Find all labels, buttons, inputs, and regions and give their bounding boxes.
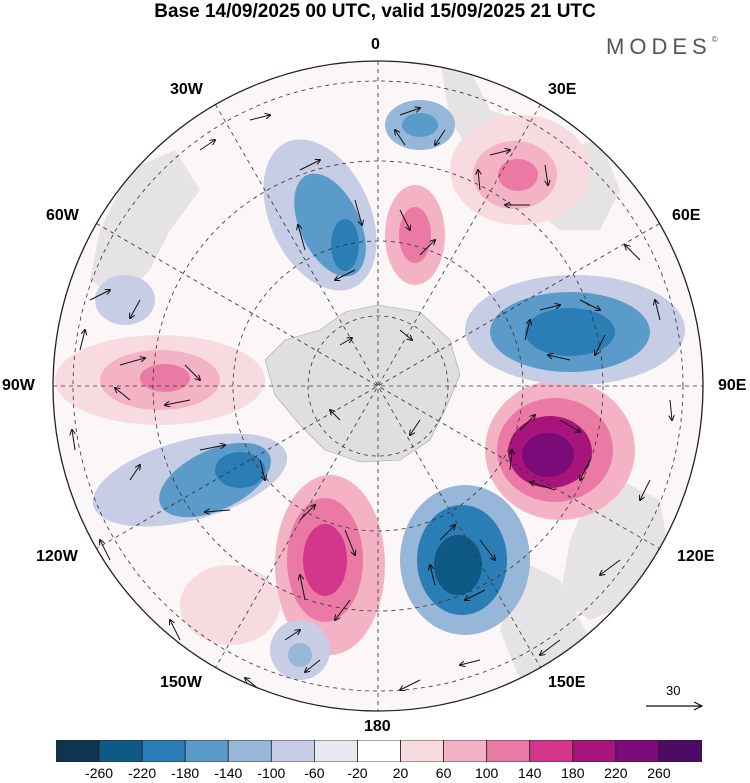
reference-vector-arrow	[646, 701, 704, 711]
colorbar-tick-label: -60	[304, 765, 325, 781]
lon-label-180: 180	[364, 718, 391, 735]
brand-name: MODES	[606, 34, 712, 59]
colorbar-swatch	[313, 740, 358, 762]
lon-label-30w: 30W	[170, 81, 203, 98]
lon-label-90e: 90E	[718, 377, 747, 394]
lon-label-90w: 90W	[2, 377, 35, 394]
lon-label-150w: 150W	[160, 674, 202, 691]
polar-map	[52, 60, 704, 712]
colorbar-tick-label: -220	[128, 765, 157, 781]
colorbar-tick-label: -260	[85, 765, 114, 781]
colorbar-swatch	[184, 740, 229, 762]
antarctica	[264, 304, 461, 463]
colorbar-tick-label: -100	[257, 765, 286, 781]
colorbar	[56, 740, 702, 762]
colorbar-swatch	[357, 740, 401, 762]
lon-label-150e: 150E	[548, 674, 586, 691]
colorbar-swatch	[658, 740, 702, 762]
colorbar-tick-label: -140	[214, 765, 243, 781]
lon-label-60w: 60W	[46, 207, 79, 224]
lon-label-60e: 60E	[672, 207, 701, 224]
colorbar-swatch	[572, 740, 617, 762]
colorbar-swatch	[486, 740, 531, 762]
lon-label-120w: 120W	[36, 548, 78, 565]
colorbar-swatch	[529, 740, 574, 762]
lon-label-30e: 30E	[548, 81, 577, 98]
colorbar-swatch	[227, 740, 272, 762]
colorbar-tick-label: 260	[647, 765, 671, 781]
colorbar-swatch	[98, 740, 143, 762]
colorbar-swatch	[270, 740, 315, 762]
map-border	[52, 60, 704, 712]
colorbar-swatch	[141, 740, 186, 762]
colorbar-swatch	[443, 740, 488, 762]
reference-vector-value: 30	[666, 683, 681, 698]
colorbar-tick-label: -20	[347, 765, 368, 781]
colorbar-swatch	[56, 740, 100, 762]
wind-vectors	[72, 108, 672, 690]
colorbar-swatch	[615, 740, 660, 762]
colorbar-tick-label: 180	[561, 765, 585, 781]
colorbar-tick-label: 140	[518, 765, 542, 781]
chart-title: Base 14/09/2025 00 UTC, valid 15/09/2025…	[154, 1, 596, 22]
graticule	[53, 61, 703, 711]
colorbar-tick-label: -180	[171, 765, 200, 781]
colorbar-ticks: -260 -220 -180 -140 -100 -60 -20 20 60 100 140 180 2…	[0, 765, 750, 783]
modes-logo: MODES©	[606, 34, 718, 60]
colorbar-swatch	[400, 740, 444, 762]
lon-label-120e: 120E	[677, 548, 715, 565]
colorbar-tick-label: 220	[604, 765, 628, 781]
colorbar-tick-label: 100	[474, 765, 499, 781]
lon-label-0: 0	[371, 36, 380, 53]
colorbar-tick-label: 20	[392, 765, 409, 781]
brand-mark: ©	[711, 35, 718, 44]
colorbar-tick-label: 60	[435, 765, 452, 781]
